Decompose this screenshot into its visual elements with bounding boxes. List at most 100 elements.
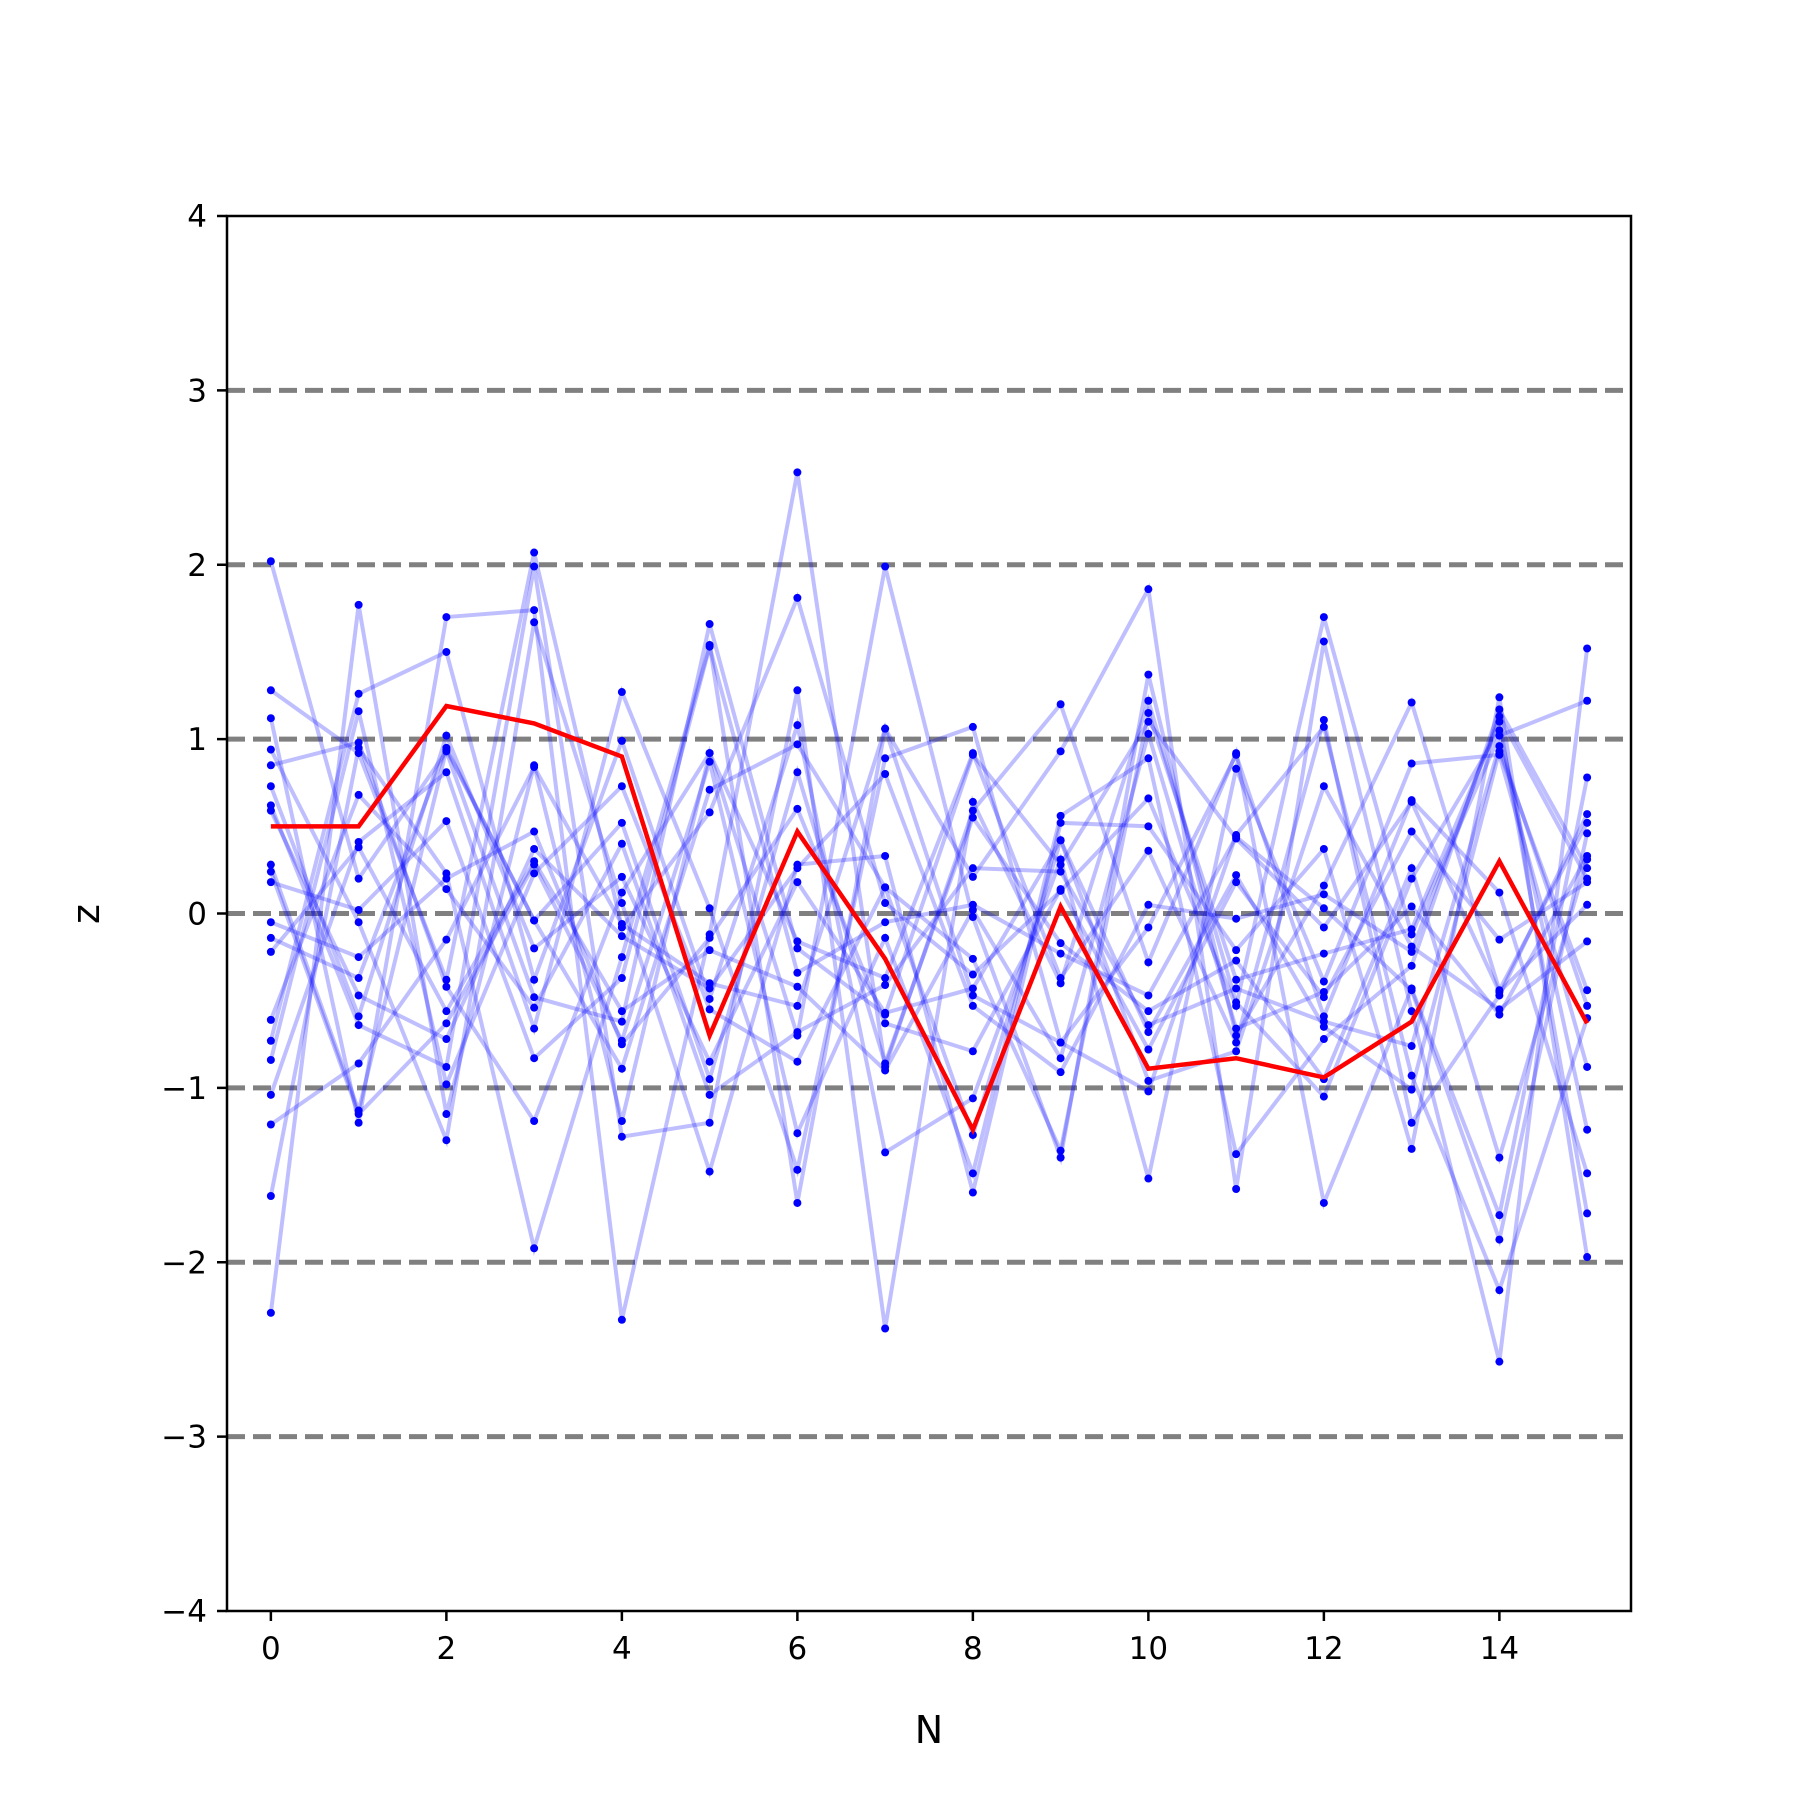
data-point (1319, 844, 1328, 853)
data-point (354, 600, 363, 609)
data-point (530, 844, 539, 853)
data-point (793, 864, 802, 873)
data-point (442, 817, 451, 826)
data-point (968, 1094, 977, 1103)
data-point (266, 686, 275, 695)
x-tick-label: 6 (788, 1631, 808, 1667)
x-tick-label: 2 (437, 1631, 457, 1667)
background-series-line (268, 560, 1589, 1025)
data-point (1319, 1022, 1328, 1031)
data-point (793, 593, 802, 602)
data-point (530, 1117, 539, 1126)
data-point (793, 740, 802, 749)
data-point (266, 1015, 275, 1024)
data-point (1495, 1286, 1504, 1295)
data-point (1583, 1169, 1592, 1178)
data-point (442, 1136, 451, 1145)
data-point (1319, 904, 1328, 913)
data-point (1056, 836, 1065, 845)
background-series-line (269, 729, 1590, 1093)
data-point (1144, 585, 1153, 594)
data-point (881, 1066, 890, 1075)
data-point (1144, 923, 1153, 932)
data-point (1056, 818, 1065, 827)
background-series-line (270, 638, 1590, 1247)
data-point (354, 689, 363, 698)
data-point (881, 974, 890, 983)
data-point (617, 1132, 626, 1141)
background-series-line (269, 621, 1590, 1258)
data-point (1407, 759, 1416, 768)
data-point (1056, 867, 1065, 876)
data-point (354, 906, 363, 915)
data-point (968, 906, 977, 915)
data-point (530, 548, 539, 557)
data-point (354, 1012, 363, 1021)
data-point (793, 878, 802, 887)
data-point (1583, 1253, 1592, 1262)
background-series-line (268, 685, 1590, 1296)
data-point (1056, 1054, 1065, 1063)
data-point (1144, 822, 1153, 831)
y-tick-label: 3 (187, 373, 207, 409)
data-point (354, 974, 363, 983)
data-point (1232, 998, 1241, 1007)
data-point (881, 1324, 890, 1333)
data-point (354, 918, 363, 927)
data-point (793, 1129, 802, 1138)
data-point (1407, 1144, 1416, 1153)
data-point (1232, 1047, 1241, 1056)
data-point (354, 991, 363, 1000)
data-point (1232, 1038, 1241, 1047)
data-point (1407, 1071, 1416, 1080)
data-point (705, 946, 714, 955)
data-point (705, 994, 714, 1003)
data-point (705, 808, 714, 817)
data-point (1232, 914, 1241, 923)
x-axis-ticks: 0 2 4 6 8 10 12 14 (261, 1611, 1519, 1667)
background-series-line (269, 726, 1589, 1074)
data-point (705, 1167, 714, 1176)
data-point (705, 933, 714, 942)
data-point (530, 944, 539, 953)
data-point (1056, 1153, 1065, 1162)
data-point (1144, 729, 1153, 738)
data-point (881, 899, 890, 908)
x-tick-label: 0 (261, 1631, 281, 1667)
background-series-line (270, 719, 1589, 1128)
data-point (442, 1080, 451, 1089)
data-point (968, 749, 977, 758)
data-point (968, 722, 977, 731)
data-point (881, 851, 890, 860)
data-point (968, 864, 977, 873)
data-point (266, 1036, 275, 1045)
data-point (266, 714, 275, 723)
data-point (793, 1198, 802, 1207)
data-point (617, 932, 626, 941)
data-point (1319, 881, 1328, 890)
data-point (1583, 810, 1592, 819)
data-point (705, 1075, 714, 1084)
data-point (1319, 613, 1328, 622)
data-point (354, 1021, 363, 1030)
data-point (1583, 851, 1592, 860)
data-point (968, 1169, 977, 1178)
data-point (1495, 705, 1504, 714)
data-point (881, 1008, 890, 1017)
data-point (617, 1017, 626, 1026)
x-tick-label: 14 (1480, 1631, 1519, 1667)
background-series-line (269, 739, 1590, 1099)
data-point (1583, 937, 1592, 946)
data-point (793, 686, 802, 695)
background-series-line (268, 704, 1589, 1181)
data-point (354, 738, 363, 747)
data-point (1232, 764, 1241, 773)
data-point (530, 827, 539, 836)
data-point (1056, 974, 1065, 983)
data-point (266, 1191, 275, 1200)
y-axis-label: z (64, 904, 108, 924)
data-point (1056, 939, 1065, 948)
data-point (1407, 986, 1416, 995)
data-point (968, 797, 977, 806)
data-point (1144, 717, 1153, 726)
